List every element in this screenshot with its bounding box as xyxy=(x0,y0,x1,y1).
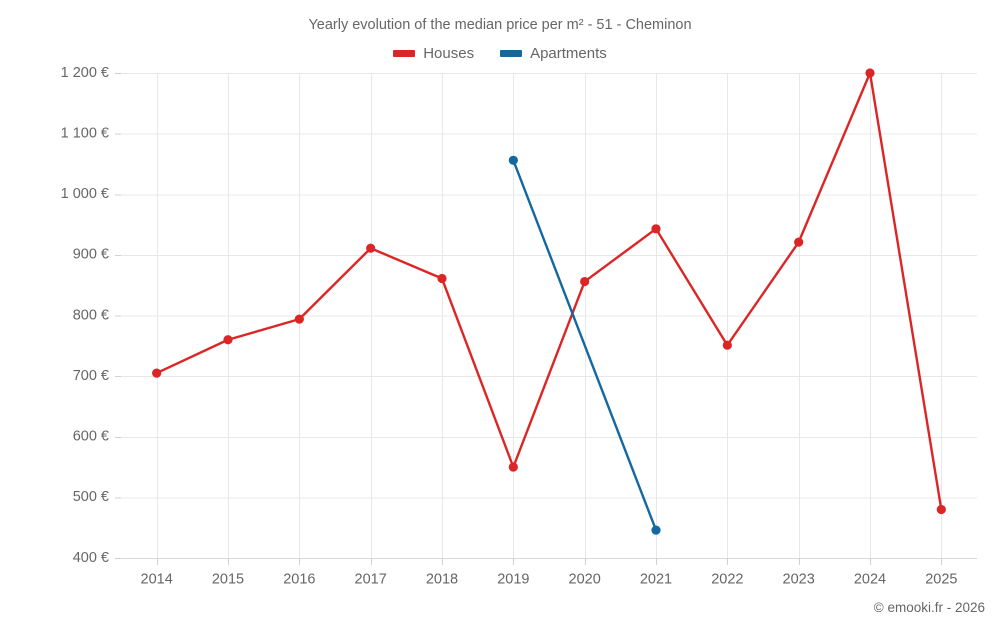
data-point-houses-2018[interactable]: Houses 2018: 861 € xyxy=(437,273,447,284)
data-point-houses-2019[interactable]: Houses 2019: 550 € xyxy=(508,462,518,472)
y-tick-label: 700 € xyxy=(73,368,109,384)
data-point-houses-2020[interactable]: Houses 2020: 856 € xyxy=(580,276,590,287)
x-tick-label: 2020 xyxy=(569,572,601,588)
legend-item-houses[interactable]: Houses xyxy=(393,45,474,62)
legend-swatch-houses xyxy=(393,50,416,57)
x-tick-label: 2019 xyxy=(497,572,529,588)
x-tick-label: 2022 xyxy=(711,572,743,588)
x-tick-label: 2014 xyxy=(141,572,173,588)
data-point-houses-2025[interactable]: Houses 2025: 480 € xyxy=(936,504,946,515)
chart-legend: Houses Apartments xyxy=(0,45,1000,62)
data-point-houses-2021[interactable]: Houses 2021: 943 € xyxy=(651,224,661,234)
legend-swatch-apartments xyxy=(500,50,523,57)
x-axis-labels: 2014 2015 2016 2017 2018 2019 2020 2021 2022 2023… xyxy=(141,572,958,588)
x-tick-label: 2017 xyxy=(355,572,387,588)
x-tick-label: 2025 xyxy=(925,572,957,588)
x-tick-label: 2018 xyxy=(426,572,458,588)
y-tick-label: 500 € xyxy=(73,489,109,505)
x-tick-label: 2015 xyxy=(212,572,244,588)
series-line-group xyxy=(155,71,943,532)
y-tick-label: 600 € xyxy=(73,429,109,445)
data-point-apartments-2021[interactable]: Apartments 2021: 446 € xyxy=(651,525,661,535)
x-tick-label: 2024 xyxy=(854,572,886,588)
data-point-apartments-2019[interactable]: Apartments 2019: 1056 € xyxy=(508,155,518,165)
gridline-group xyxy=(121,73,977,559)
x-tick-label: 2021 xyxy=(640,572,672,588)
legend-item-apartments[interactable]: Apartments xyxy=(500,45,607,62)
data-point-houses-2015[interactable]: Houses 2015: 760 € xyxy=(223,335,233,345)
legend-label-houses: Houses xyxy=(423,45,475,62)
chart-title: Yearly evolution of the median price per… xyxy=(308,17,692,33)
data-point-houses-2023[interactable]: Houses 2023: 921 € xyxy=(794,237,804,247)
x-tick-label: 2023 xyxy=(783,572,815,588)
y-tick-label: 1 100 € xyxy=(61,125,109,141)
y-tick-label: 900 € xyxy=(73,247,109,263)
y-tick-label: 1 200 € xyxy=(61,65,109,81)
y-tick-label: 800 € xyxy=(73,307,109,323)
data-point-houses-2014[interactable]: Houses 2014: 705 € xyxy=(152,368,162,378)
x-tick-label: 2016 xyxy=(283,572,315,588)
data-point-houses-2017[interactable]: Houses 2017: 911 € xyxy=(366,243,376,253)
series-point-group: Houses 2014: 705 € Houses 2015: 760 € Hous… xyxy=(152,68,946,535)
series-line-houses xyxy=(155,71,943,511)
series-line-apartments xyxy=(512,159,658,532)
data-point-houses-2016[interactable]: Houses 2016: 794 € xyxy=(294,314,304,324)
data-point-houses-2022[interactable]: Houses 2022: 751 € xyxy=(722,340,732,350)
y-axis-labels: 400 € 500 € 600 € 700 € 800 € 900 € 1 000 € 1 1… xyxy=(61,65,109,566)
y-tick-label: 400 € xyxy=(73,550,109,566)
y-tick-label: 1 000 € xyxy=(61,186,109,202)
footer-credit: © emooki.fr - 2026 xyxy=(873,600,985,615)
tickmark-group xyxy=(115,73,942,565)
legend-label-apartments: Apartments xyxy=(530,45,607,62)
